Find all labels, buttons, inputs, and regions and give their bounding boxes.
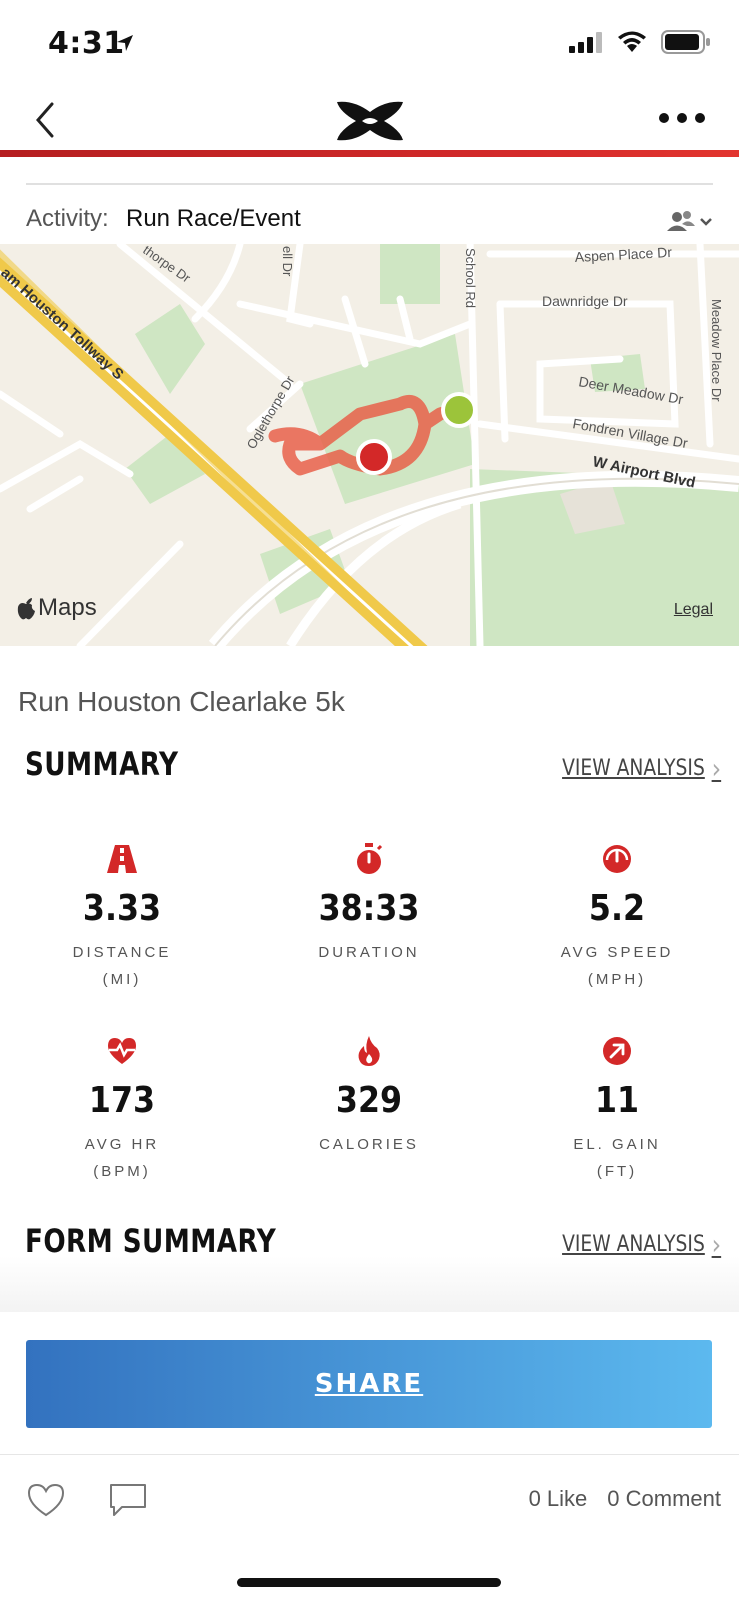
view-analysis-label: VIEW ANALYSIS bbox=[561, 756, 705, 781]
status-bar: 4:31 bbox=[0, 0, 739, 90]
like-count[interactable]: 0 Like bbox=[528, 1486, 588, 1511]
activity-label: Activity: bbox=[26, 205, 109, 232]
speedometer-icon bbox=[603, 845, 631, 873]
nav-bar bbox=[0, 90, 739, 158]
heart-icon[interactable] bbox=[26, 1482, 66, 1518]
comment-count[interactable]: 0 Comment bbox=[607, 1486, 721, 1511]
apple-logo-icon bbox=[17, 598, 35, 620]
form-summary-heading: FORM SUMMARY bbox=[25, 1222, 277, 1260]
battery-icon bbox=[661, 30, 710, 54]
stat-label: DISTANCE bbox=[72, 944, 172, 961]
stat-label: DURATION bbox=[318, 944, 420, 961]
route-start-marker bbox=[441, 392, 477, 428]
chevron-right-icon: › bbox=[711, 1228, 721, 1261]
stat-calories: 329 CALORIES bbox=[249, 1034, 489, 1158]
map-street-label: School Rd bbox=[463, 248, 478, 308]
run-title: Run Houston Clearlake 5k bbox=[18, 686, 345, 717]
stat-unit: (BPM) bbox=[93, 1163, 151, 1180]
share-bar: SHARE bbox=[0, 1312, 739, 1455]
stat-unit: (MPH) bbox=[587, 971, 647, 988]
comment-icon[interactable] bbox=[108, 1482, 148, 1518]
stat-avg-speed: 5.2 AVG SPEED (MPH) bbox=[497, 842, 737, 993]
stat-duration: 38:33 DURATION bbox=[249, 842, 489, 966]
stopwatch-icon bbox=[357, 843, 383, 874]
form-summary-view-analysis-link[interactable]: VIEW ANALYSIS › bbox=[562, 1228, 721, 1261]
stat-label: AVG HR bbox=[84, 1136, 160, 1153]
map-street-label: ell Dr bbox=[280, 246, 295, 277]
summary-view-analysis-link[interactable]: VIEW ANALYSIS › bbox=[562, 752, 721, 785]
stat-value: 38:33 bbox=[318, 888, 420, 929]
flame-icon bbox=[358, 1036, 380, 1066]
stat-label: EL. GAIN bbox=[573, 1136, 661, 1153]
map-street-label: Meadow Place Dr bbox=[709, 299, 724, 402]
status-time: 4:31 bbox=[48, 26, 125, 61]
activity-value: Run Race/Event bbox=[126, 205, 301, 232]
stat-value: 329 bbox=[335, 1080, 403, 1121]
summary-heading: SUMMARY bbox=[25, 745, 179, 783]
stat-unit: (FT) bbox=[596, 1163, 638, 1180]
brand-logo-icon bbox=[337, 101, 403, 141]
stat-unit: (MI) bbox=[102, 971, 142, 988]
wifi-icon bbox=[618, 31, 646, 52]
privacy-friends-icon[interactable] bbox=[665, 209, 713, 235]
activity-type-row[interactable]: Activity: Run Race/Event bbox=[26, 183, 713, 245]
stat-distance: 3.33 DISTANCE (MI) bbox=[2, 842, 242, 993]
view-analysis-label: VIEW ANALYSIS bbox=[561, 1232, 705, 1257]
stat-label: CALORIES bbox=[319, 1136, 419, 1153]
route-end-marker bbox=[356, 439, 392, 475]
stat-elevation-gain: 11 EL. GAIN (FT) bbox=[497, 1034, 737, 1185]
route-map[interactable]: am Houston Tollway S thorpe Dr ell Dr Sc… bbox=[0, 244, 739, 646]
back-arrow-icon[interactable] bbox=[28, 98, 68, 142]
social-bar: 0 Like 0 Comment bbox=[0, 1454, 739, 1564]
map-street-label: Dawnridge Dr bbox=[542, 293, 628, 309]
stat-value: 173 bbox=[88, 1080, 156, 1121]
map-street-label: am Houston Tollway S bbox=[0, 264, 127, 383]
road-icon bbox=[107, 845, 137, 873]
home-indicator[interactable] bbox=[237, 1578, 501, 1587]
more-options-icon[interactable] bbox=[659, 108, 709, 128]
location-arrow-icon bbox=[117, 35, 133, 51]
map-legal-link[interactable]: Legal bbox=[673, 601, 713, 618]
stat-label: AVG SPEED bbox=[560, 944, 674, 961]
brand-accent-rule bbox=[0, 150, 739, 157]
scroll-fade bbox=[0, 1256, 739, 1312]
chevron-right-icon: › bbox=[711, 752, 721, 785]
maps-attribution: Maps bbox=[16, 594, 97, 622]
stat-value: 5.2 bbox=[588, 888, 646, 929]
stat-value: 11 bbox=[594, 1080, 640, 1121]
stat-avg-hr: 173 AVG HR (BPM) bbox=[2, 1034, 242, 1185]
stat-value: 3.33 bbox=[82, 888, 162, 929]
cellular-signal-icon bbox=[569, 32, 602, 53]
maps-attribution-text: Maps bbox=[38, 594, 97, 621]
map-street-label: Aspen Place Dr bbox=[574, 244, 672, 265]
elevation-icon bbox=[603, 1037, 631, 1065]
heart-rate-icon bbox=[108, 1038, 136, 1064]
share-button[interactable]: SHARE bbox=[26, 1340, 712, 1428]
